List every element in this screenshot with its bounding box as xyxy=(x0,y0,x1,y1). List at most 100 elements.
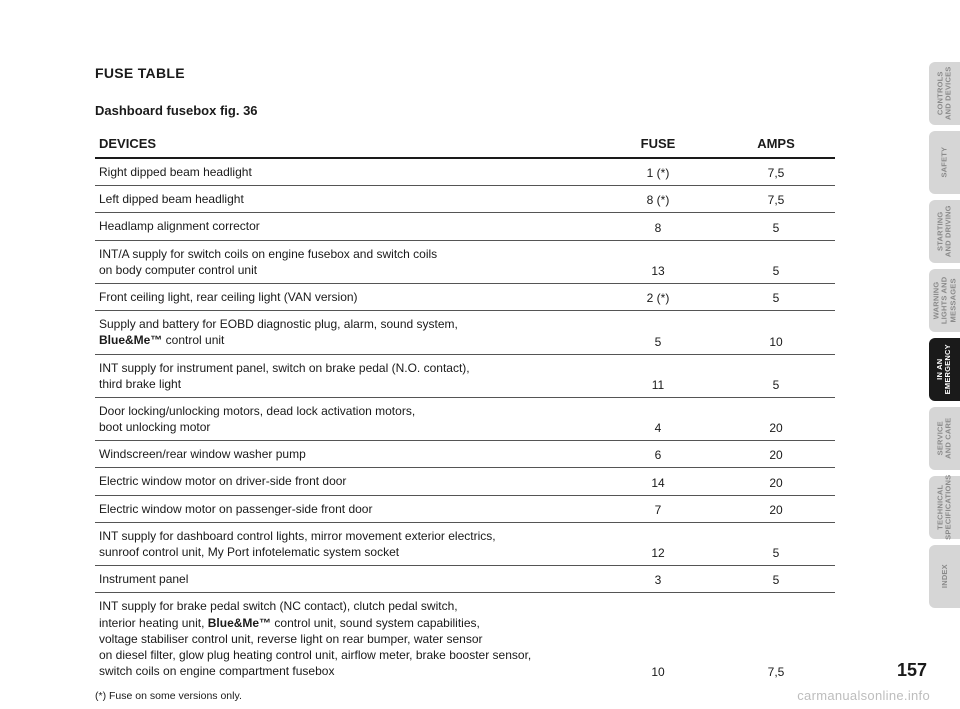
amps-cell: 10 xyxy=(717,311,835,354)
device-line: Front ceiling light, rear ceiling light … xyxy=(99,289,595,305)
amps-cell: 5 xyxy=(717,283,835,310)
amps-cell: 20 xyxy=(717,441,835,468)
section-tab[interactable]: IN ANEMERGENCY xyxy=(929,338,960,401)
device-line: Left dipped beam headlight xyxy=(99,191,595,207)
section-tab[interactable]: SAFETY xyxy=(929,131,960,194)
table-row: Windscreen/rear window washer pump620 xyxy=(95,441,835,468)
fuse-cell: 4 xyxy=(599,397,717,440)
device-line: Instrument panel xyxy=(99,571,595,587)
table-row: Instrument panel35 xyxy=(95,566,835,593)
side-tabs: CONTROLSAND DEVICES SAFETY STARTINGAND DRI… xyxy=(929,62,960,608)
device-cell: Right dipped beam headlight xyxy=(95,158,599,186)
page-subtitle: Dashboard fusebox fig. 36 xyxy=(95,103,835,118)
device-line: third brake light xyxy=(99,376,595,392)
fuse-cell: 7 xyxy=(599,495,717,522)
table-row: INT supply for dashboard control lights,… xyxy=(95,522,835,565)
section-tab-label: SERVICEAND CARE xyxy=(936,418,953,459)
table-row: Front ceiling light, rear ceiling light … xyxy=(95,283,835,310)
page-number: 157 xyxy=(897,660,927,681)
header-devices: DEVICES xyxy=(95,132,599,158)
device-cell: INT supply for dashboard control lights,… xyxy=(95,522,599,565)
section-tab-label: WARNINGLIGHTS ANDMESSAGES xyxy=(932,277,957,325)
device-cell: Supply and battery for EOBD diagnostic p… xyxy=(95,311,599,354)
fuse-cell: 12 xyxy=(599,522,717,565)
header-fuse: FUSE xyxy=(599,132,717,158)
amps-cell: 20 xyxy=(717,468,835,495)
device-cell: INT supply for brake pedal switch (NC co… xyxy=(95,593,599,684)
device-cell: Windscreen/rear window washer pump xyxy=(95,441,599,468)
table-row: Electric window motor on driver-side fro… xyxy=(95,468,835,495)
section-tab-label: IN ANEMERGENCY xyxy=(936,344,953,394)
table-header-row: DEVICES FUSE AMPS xyxy=(95,132,835,158)
fuse-cell: 6 xyxy=(599,441,717,468)
fuse-cell: 10 xyxy=(599,593,717,684)
device-line: INT/A supply for switch coils on engine … xyxy=(99,246,595,262)
device-line: interior heating unit, Blue&Me™ control … xyxy=(99,615,595,631)
fuse-cell: 11 xyxy=(599,354,717,397)
section-tab-label: TECHNICALSPECIFICATIONS xyxy=(936,475,953,540)
device-cell: INT/A supply for switch coils on engine … xyxy=(95,240,599,283)
device-line: Blue&Me™ control unit xyxy=(99,332,595,348)
device-cell: Front ceiling light, rear ceiling light … xyxy=(95,283,599,310)
device-line: on diesel filter, glow plug heating cont… xyxy=(99,647,595,663)
device-cell: Headlamp alignment corrector xyxy=(95,213,599,240)
section-tab[interactable]: WARNINGLIGHTS ANDMESSAGES xyxy=(929,269,960,332)
table-row: Right dipped beam headlight1 (*)7,5 xyxy=(95,158,835,186)
amps-cell: 20 xyxy=(717,495,835,522)
amps-cell: 7,5 xyxy=(717,186,835,213)
fuse-cell: 8 xyxy=(599,213,717,240)
fuse-cell: 8 (*) xyxy=(599,186,717,213)
amps-cell: 7,5 xyxy=(717,593,835,684)
section-tab[interactable]: STARTINGAND DRIVING xyxy=(929,200,960,263)
table-row: INT supply for brake pedal switch (NC co… xyxy=(95,593,835,684)
device-line: Right dipped beam headlight xyxy=(99,164,595,180)
device-line: Electric window motor on driver-side fro… xyxy=(99,473,595,489)
device-cell: Door locking/unlocking motors, dead lock… xyxy=(95,397,599,440)
table-row: INT/A supply for switch coils on engine … xyxy=(95,240,835,283)
section-tab-label: INDEX xyxy=(940,565,948,589)
section-tab-label: SAFETY xyxy=(940,147,948,178)
device-line: INT supply for dashboard control lights,… xyxy=(99,528,595,544)
device-cell: Electric window motor on passenger-side … xyxy=(95,495,599,522)
section-tab-label: STARTINGAND DRIVING xyxy=(936,206,953,258)
section-tab-label: CONTROLSAND DEVICES xyxy=(936,67,953,120)
device-line: Supply and battery for EOBD diagnostic p… xyxy=(99,316,595,332)
fuse-cell: 1 (*) xyxy=(599,158,717,186)
fuse-cell: 2 (*) xyxy=(599,283,717,310)
table-row: Left dipped beam headlight8 (*)7,5 xyxy=(95,186,835,213)
device-line: Door locking/unlocking motors, dead lock… xyxy=(99,403,595,419)
device-cell: Electric window motor on driver-side fro… xyxy=(95,468,599,495)
amps-cell: 20 xyxy=(717,397,835,440)
device-cell: INT supply for instrument panel, switch … xyxy=(95,354,599,397)
device-line: voltage stabiliser control unit, reverse… xyxy=(99,631,595,647)
table-row: Supply and battery for EOBD diagnostic p… xyxy=(95,311,835,354)
table-row: Electric window motor on passenger-side … xyxy=(95,495,835,522)
fuse-cell: 13 xyxy=(599,240,717,283)
amps-cell: 5 xyxy=(717,213,835,240)
device-line: on body computer control unit xyxy=(99,262,595,278)
fuse-table-body: Right dipped beam headlight1 (*)7,5Left … xyxy=(95,158,835,684)
amps-cell: 5 xyxy=(717,354,835,397)
device-line: switch coils on engine compartment fuseb… xyxy=(99,663,595,679)
page-title: FUSE TABLE xyxy=(95,65,835,81)
section-tab[interactable]: TECHNICALSPECIFICATIONS xyxy=(929,476,960,539)
device-line: INT supply for brake pedal switch (NC co… xyxy=(99,598,595,614)
watermark: carmanualsonline.info xyxy=(797,688,930,703)
device-line: Headlamp alignment corrector xyxy=(99,218,595,234)
section-tab[interactable]: SERVICEAND CARE xyxy=(929,407,960,470)
device-line: INT supply for instrument panel, switch … xyxy=(99,360,595,376)
fuse-cell: 14 xyxy=(599,468,717,495)
section-tab[interactable]: CONTROLSAND DEVICES xyxy=(929,62,960,125)
device-cell: Left dipped beam headlight xyxy=(95,186,599,213)
fuse-table: DEVICES FUSE AMPS Right dipped beam head… xyxy=(95,132,835,684)
fuse-cell: 5 xyxy=(599,311,717,354)
table-footnote: (*) Fuse on some versions only. xyxy=(95,690,835,702)
amps-cell: 5 xyxy=(717,566,835,593)
device-line: Electric window motor on passenger-side … xyxy=(99,501,595,517)
device-line: boot unlocking motor xyxy=(99,419,595,435)
section-tab[interactable]: INDEX xyxy=(929,545,960,608)
amps-cell: 7,5 xyxy=(717,158,835,186)
amps-cell: 5 xyxy=(717,240,835,283)
table-row: Headlamp alignment corrector85 xyxy=(95,213,835,240)
header-amps: AMPS xyxy=(717,132,835,158)
